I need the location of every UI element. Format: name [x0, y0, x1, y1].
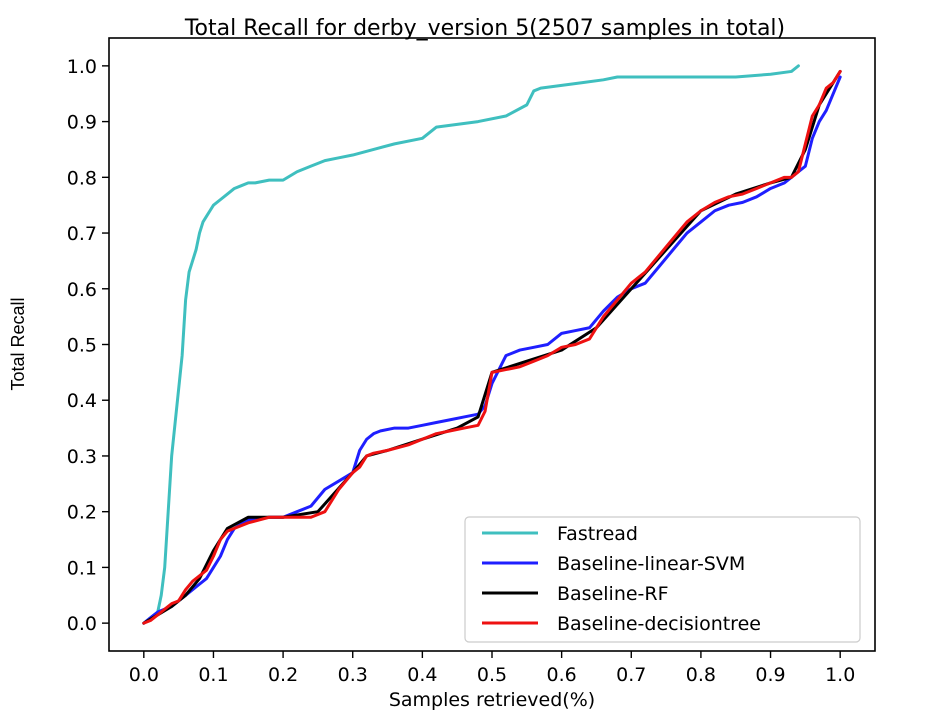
- x-axis-ticks: 0.0 0.1 0.2 0.3 0.4 0.5 0.6 0.7 0.8 0.9 1.0: [129, 651, 855, 686]
- y-tick-label: 0.5: [67, 335, 97, 357]
- x-tick-label: 0.3: [338, 664, 368, 686]
- legend-label-baseline-linear-svm: Baseline-linear-SVM: [557, 553, 745, 575]
- legend-label-fastread: Fastread: [557, 523, 638, 545]
- legend: Fastread Baseline-linear-SVM Baseline-RF Ba…: [464, 516, 861, 643]
- y-tick-label: 0.0: [67, 613, 97, 635]
- series-line-baseline-decisiontree: [142, 69, 842, 625]
- y-tick-label: 0.9: [67, 112, 97, 134]
- y-tick-label: 0.1: [67, 557, 97, 579]
- x-tick-label: 0.0: [129, 664, 159, 686]
- y-axis-label: Total Recall: [8, 297, 28, 390]
- y-tick-label: 0.2: [67, 502, 97, 524]
- y-tick-label: 0.3: [67, 446, 97, 468]
- series-line-fastread: [142, 64, 800, 625]
- chart-title: Total Recall for derby_version 5(2507 sa…: [184, 16, 785, 41]
- x-tick-label: 1.0: [825, 664, 855, 686]
- x-tick-label: 0.2: [268, 664, 298, 686]
- x-axis-label: Samples retrieved(%): [389, 689, 595, 711]
- y-tick-label: 0.4: [67, 390, 97, 412]
- series-line-baseline-linear-svm: [142, 75, 842, 625]
- legend-label-baseline-decisiontree: Baseline-decisiontree: [557, 613, 761, 635]
- y-axis-ticks: 0.0 0.1 0.2 0.3 0.4 0.5 0.6 0.7 0.8 0.9 1.0: [67, 56, 109, 635]
- y-tick-label: 0.6: [67, 279, 97, 301]
- x-tick-label: 0.6: [547, 664, 577, 686]
- legend-label-baseline-rf: Baseline-RF: [557, 583, 669, 605]
- x-tick-label: 0.9: [755, 664, 785, 686]
- x-tick-label: 0.4: [407, 664, 437, 686]
- x-tick-label: 0.1: [198, 664, 228, 686]
- x-tick-label: 0.8: [686, 664, 716, 686]
- series-lines: [142, 64, 842, 625]
- y-tick-label: 0.8: [67, 167, 97, 189]
- y-tick-label: 1.0: [67, 56, 97, 78]
- x-tick-label: 0.5: [477, 664, 507, 686]
- legend-box: [464, 516, 861, 643]
- x-tick-label: 0.7: [616, 664, 646, 686]
- y-tick-label: 0.7: [67, 223, 97, 245]
